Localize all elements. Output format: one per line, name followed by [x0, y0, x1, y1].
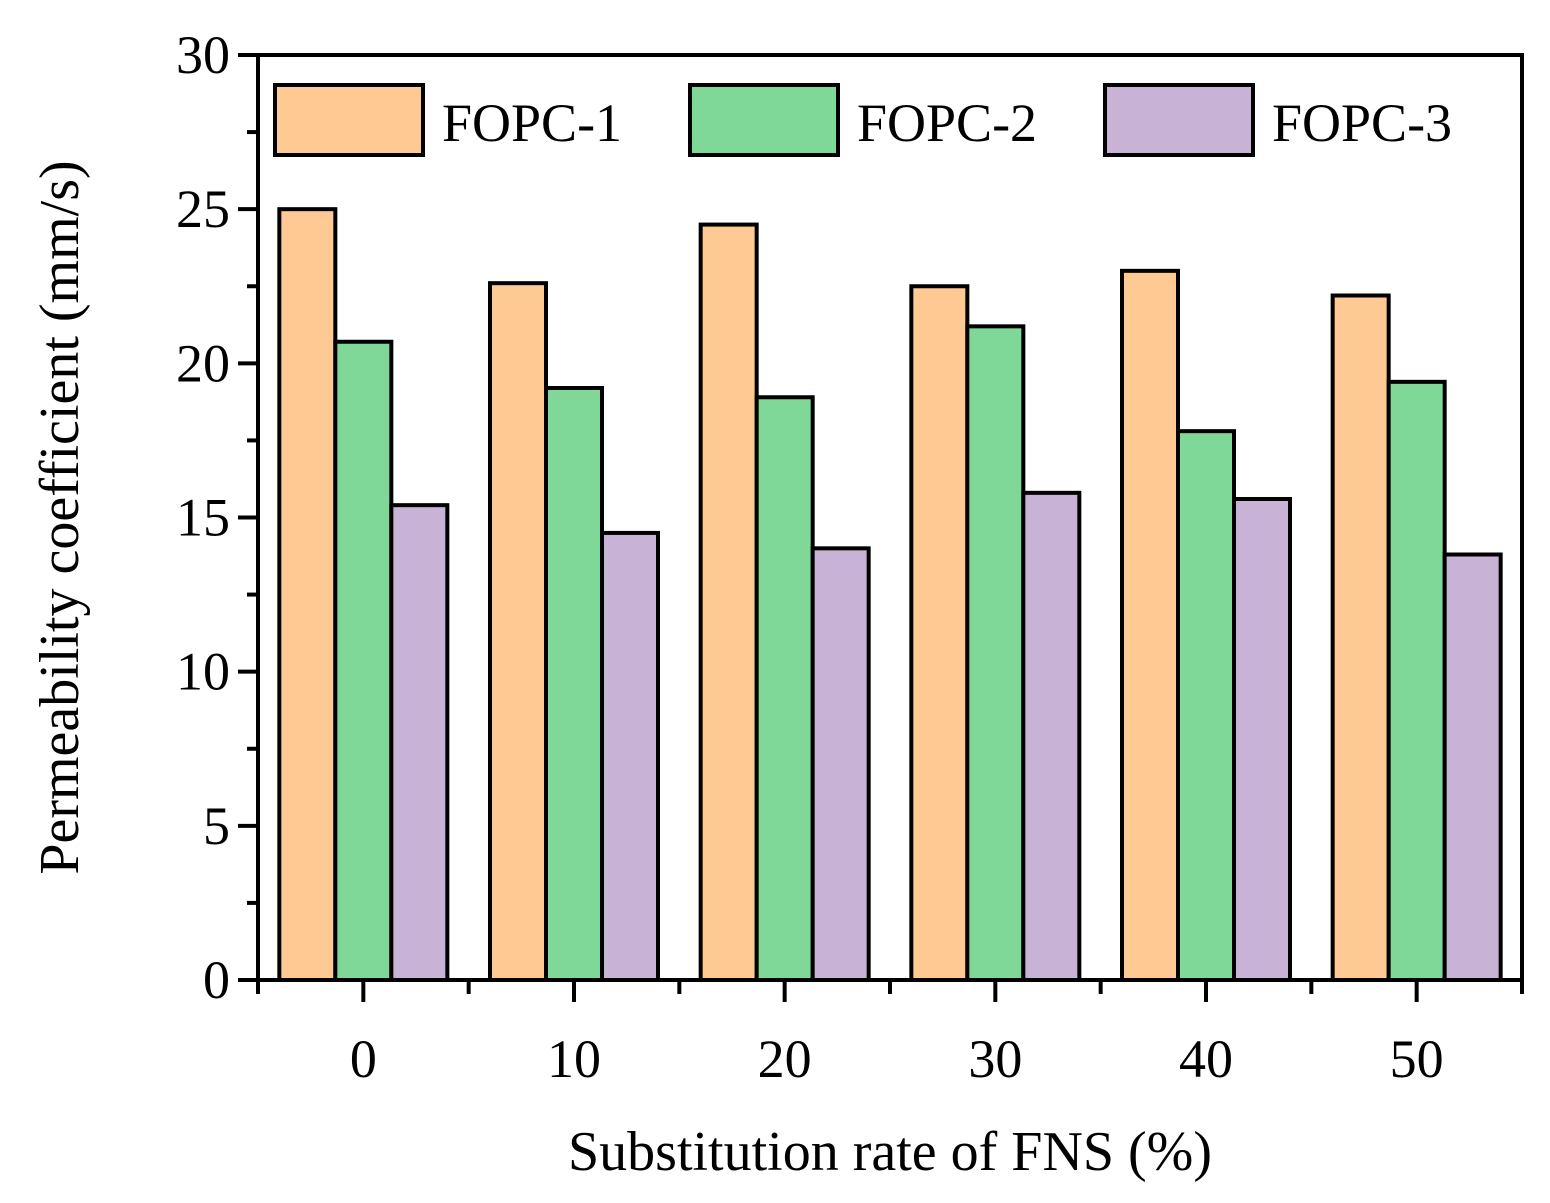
legend-swatch-fopc-3 — [1103, 83, 1255, 157]
bar-fopc-3-50 — [1442, 552, 1503, 982]
x-axis-title: Substitution rate of FNS (%) — [568, 1121, 1212, 1183]
x-tick-label: 50 — [1390, 1029, 1444, 1089]
bar-fopc-3-30 — [1021, 490, 1082, 982]
bar-fopc-3-0 — [389, 503, 450, 982]
legend-label-fopc-2: FOPC-2 — [857, 93, 1037, 153]
bar-fopc-2-10 — [544, 386, 604, 982]
y-tick-label: 0 — [203, 950, 230, 1010]
legend-swatch-fopc-2 — [688, 83, 840, 157]
bar-fopc-1-10 — [488, 281, 548, 982]
bar-fopc-1-30 — [909, 284, 970, 982]
y-tick-label: 20 — [176, 333, 230, 393]
y-tick-label: 30 — [176, 25, 230, 85]
bars-layer — [277, 207, 1503, 983]
bar-fopc-2-40 — [1176, 429, 1236, 982]
y-tick-label: 5 — [203, 796, 230, 856]
bar-fopc-3-10 — [600, 530, 660, 983]
x-axis: 0 10 20 30 40 50 — [256, 980, 1524, 1089]
bar-fopc-1-20 — [698, 222, 759, 983]
bar-fopc-2-0 — [333, 339, 394, 982]
y-tick-label: 10 — [176, 642, 230, 702]
bar-fopc-3-20 — [810, 546, 871, 982]
legend-label-fopc-1: FOPC-1 — [442, 93, 622, 153]
bar-fopc-2-50 — [1386, 379, 1447, 983]
bar-fopc-1-40 — [1120, 268, 1180, 983]
x-tick-label: 20 — [758, 1029, 812, 1089]
x-tick-label: 0 — [350, 1029, 377, 1089]
y-tick-label: 15 — [176, 488, 230, 548]
x-tick-label: 10 — [547, 1029, 601, 1089]
y-axis-title: Permeability coefficient (mm/s) — [29, 160, 91, 874]
bar-fopc-2-20 — [754, 395, 815, 982]
x-tick-label: 30 — [968, 1029, 1022, 1089]
bar-fopc-3-40 — [1232, 497, 1292, 982]
bar-fopc-1-50 — [1330, 293, 1391, 982]
bar-fopc-1-0 — [277, 207, 338, 982]
y-tick-label: 25 — [176, 179, 230, 239]
legend: FOPC-1 FOPC-2 FOPC-3 — [273, 83, 1452, 157]
legend-swatch-fopc-1 — [273, 83, 425, 157]
x-tick-label: 40 — [1179, 1029, 1233, 1089]
bar-fopc-2-30 — [965, 324, 1026, 983]
y-axis: 0 5 10 15 20 25 30 — [176, 25, 258, 1010]
legend-label-fopc-3: FOPC-3 — [1272, 93, 1452, 153]
